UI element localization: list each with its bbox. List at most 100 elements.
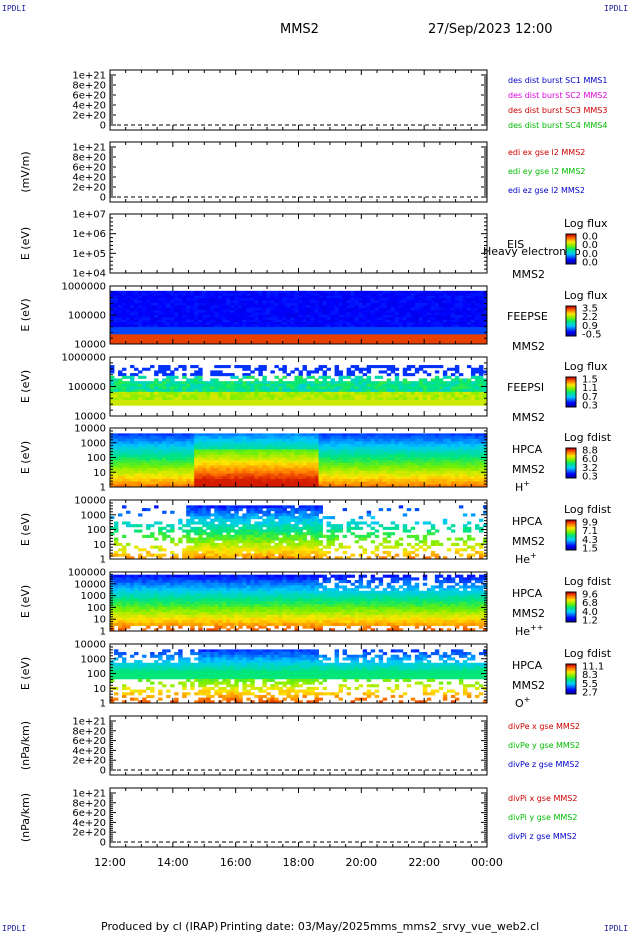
heatmap-cell [130, 373, 135, 377]
heatmap-cell [190, 305, 195, 309]
heatmap-cell [334, 367, 340, 371]
heatmap-cell [462, 331, 468, 335]
heatmap-cell [442, 315, 448, 318]
heatmap-cell [258, 470, 263, 474]
heatmap-cell [346, 312, 352, 316]
heatmap-cell [254, 397, 259, 401]
heatmap-cell [214, 433, 219, 437]
heatmap-cell [414, 391, 420, 395]
heatmap-cell [326, 310, 331, 313]
heatmap-cell [222, 460, 227, 464]
heatmap-cell [318, 394, 323, 398]
heatmap-cell [302, 391, 307, 395]
heatmap-cell [434, 305, 440, 309]
heatmap-cell [322, 331, 327, 335]
heatmap-cell [478, 327, 484, 330]
heatmap-cell [242, 329, 247, 333]
heatmap-cell [358, 290, 364, 294]
heatmap-cell [210, 339, 215, 342]
heatmap-cell [226, 319, 231, 323]
heatmap-cell [302, 399, 307, 403]
heatmap-cell [270, 319, 275, 323]
heatmap-cell [470, 305, 476, 309]
heatmap-cell [422, 300, 428, 304]
heatmap-cell [222, 319, 227, 323]
heatmap-cell [302, 446, 307, 450]
heatmap-cell [378, 339, 384, 342]
heatmap-cell [238, 446, 243, 450]
heatmap-cell [222, 334, 227, 338]
heatmap-cell [126, 452, 131, 456]
heatmap-cell [278, 436, 283, 440]
corner-label-top-left: IPDLI [2, 4, 27, 13]
heatmap-cell [186, 386, 191, 390]
heatmap-cell [274, 462, 279, 466]
heatmap-cell [238, 300, 243, 304]
heatmap-cell [166, 444, 171, 448]
heatmap-cell [442, 402, 448, 406]
heatmap-cell [310, 312, 315, 316]
heatmap-cell [410, 383, 416, 387]
heatmap-cell [422, 365, 428, 369]
heatmap-cell [210, 302, 215, 306]
heatmap-cell [162, 386, 167, 390]
heatmap-cell [378, 319, 384, 323]
heatmap-cell [414, 386, 420, 390]
heatmap-cell [250, 433, 255, 437]
heatmap-cell [386, 302, 392, 306]
heatmap-cell [418, 331, 424, 335]
heatmap-cell [234, 329, 239, 333]
heatmap-cell [142, 444, 147, 448]
heatmap-cell [434, 399, 440, 403]
heatmap-cell [306, 305, 311, 309]
heatmap-cell [446, 331, 452, 335]
heatmap-cell [482, 386, 488, 390]
heatmap-cell [254, 339, 259, 342]
heatmap-cell [178, 298, 183, 301]
heatmap-cell [142, 478, 147, 483]
heatmap-cell [166, 324, 171, 328]
heatmap-cell [258, 331, 263, 335]
colorbar-segment [566, 403, 576, 405]
heatmap-cell [262, 402, 267, 406]
heatmap-cell [338, 302, 344, 306]
heatmap-cell [290, 336, 295, 340]
heatmap-cell [130, 452, 135, 456]
heatmap-cell [426, 327, 432, 330]
heatmap-cell [322, 394, 327, 398]
heatmap-cell [222, 470, 227, 474]
heatmap-cell [214, 444, 219, 448]
heatmap-cell [390, 307, 396, 311]
heatmap-cell [366, 389, 372, 393]
heatmap-cell [442, 336, 448, 340]
heatmap-cell [122, 454, 127, 458]
heatmap-cell [194, 441, 199, 445]
heatmap-cell [410, 307, 416, 311]
heatmap-cell [446, 329, 452, 333]
y-tick-label: 1e+21 [72, 143, 106, 154]
heatmap-cell [122, 381, 127, 385]
heatmap-cell [454, 386, 460, 390]
heatmap-cell [442, 290, 448, 294]
heatmap-cell [462, 378, 468, 382]
heatmap-cell [122, 484, 127, 488]
heatmap-cell [186, 331, 191, 335]
heatmap-cell [358, 327, 364, 330]
heatmap-cell [118, 327, 123, 330]
heatmap-cell [238, 336, 243, 340]
heatmap-cell [158, 305, 163, 309]
heatmap-cell [246, 449, 251, 453]
heatmap-cell [322, 375, 327, 379]
heatmap-cell [314, 305, 319, 309]
heatmap-cell [202, 391, 207, 395]
heatmap-cell [162, 293, 167, 297]
heatmap-cell [262, 478, 267, 483]
heatmap-cell [466, 307, 472, 311]
heatmap-cell [134, 305, 139, 309]
heatmap-cell [302, 367, 307, 371]
heatmap-cell [146, 381, 151, 385]
heatmap-cell [162, 331, 167, 335]
heatmap-cell [398, 317, 404, 321]
heatmap-cell [346, 470, 352, 474]
heatmap-cell [426, 339, 432, 342]
